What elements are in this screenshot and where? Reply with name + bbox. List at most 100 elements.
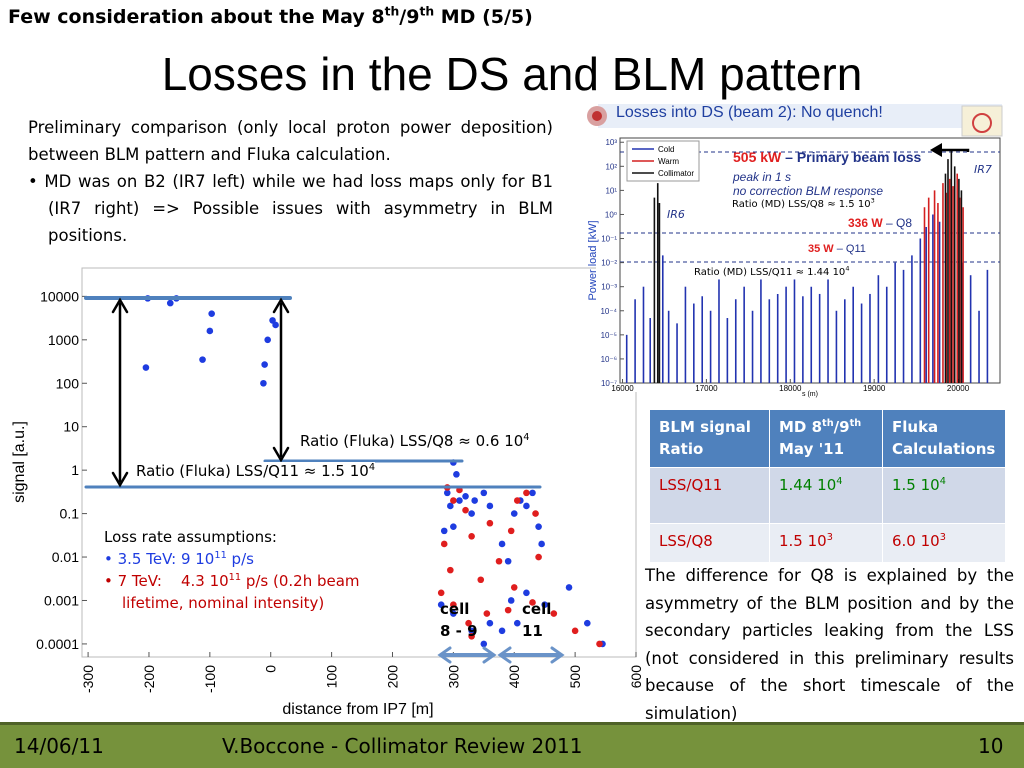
subtitle: Few consideration about the May 8th/9th … <box>8 5 533 28</box>
point <box>264 336 271 344</box>
y-tick-label: 10 <box>63 419 79 435</box>
text-part: MD (5/5) <box>434 6 533 28</box>
logo-shape <box>592 111 602 121</box>
point <box>480 640 488 648</box>
lossmap-plot: 10³ 10² 10¹ 10⁰ 10⁻¹ 10⁻² 10⁻³ 10⁻⁴ 10⁻⁵ 10⁻⁶ 10⁻⁷… <box>587 138 989 398</box>
point <box>462 506 469 514</box>
point <box>260 379 267 387</box>
annotation-text: – Q8 <box>886 216 913 230</box>
annotation: 505 kW – Primary beam loss <box>733 149 921 165</box>
text-part: p/s (0.2h beam lifetime, nominal intensi… <box>122 572 365 612</box>
superscript: th <box>849 418 862 429</box>
text-part: Ratio (Fluka) LSS/Q8 ≈ 0.6 10 <box>300 432 524 450</box>
point <box>447 502 454 510</box>
point <box>535 553 542 561</box>
annotation-value: 35 W <box>808 243 834 255</box>
text-part: /9 <box>399 6 420 28</box>
point <box>437 601 445 608</box>
table-cell: LSS/Q11 <box>650 468 770 524</box>
text-part: 1.5 10 <box>892 476 940 494</box>
y-tick-label: 1 <box>71 462 79 478</box>
point <box>437 589 445 597</box>
annotation: 336 W – Q8 <box>848 216 912 230</box>
cell-label: cell 11 <box>522 600 552 640</box>
point <box>456 497 463 504</box>
point <box>468 510 475 517</box>
point <box>523 489 530 497</box>
y-tick-label: 0.0001 <box>36 636 79 652</box>
y-tick-label: 10⁻¹ <box>601 235 617 244</box>
annotation: IR6 <box>667 208 685 221</box>
superscript: 4 <box>368 462 376 473</box>
text-part: Ratio (Fluka) LSS/Q11 ≈ 1.5 10 <box>136 462 369 480</box>
point <box>535 523 542 530</box>
y-tick-label: 0.01 <box>52 549 79 565</box>
superscript: 4 <box>836 476 843 487</box>
y-tick-label: 100 <box>56 375 80 391</box>
bullet-list: • MD was on B2 (IR7 left) while we had l… <box>28 168 553 249</box>
arrow-shaft <box>940 148 970 152</box>
lossmap-title-band <box>598 104 1002 128</box>
arrow-head <box>497 646 565 664</box>
legend-label: Collimator <box>658 169 694 178</box>
y-tick-label: 10³ <box>605 138 617 147</box>
superscript: 3 <box>939 532 946 543</box>
text-part: BLM signal Ratio <box>659 418 751 458</box>
arrow-head <box>111 297 129 488</box>
point <box>440 540 448 548</box>
superscript: 4 <box>845 264 850 273</box>
title: Losses in the DS and BLM pattern <box>161 48 863 100</box>
point <box>529 489 536 497</box>
text-part: 3.5 TeV: 9 10 <box>117 550 215 568</box>
table-cell: 1.5 103 <box>770 524 883 563</box>
point <box>462 493 469 500</box>
text-part: May '11 <box>779 440 845 458</box>
point <box>529 599 536 606</box>
y-tick-label: 0.1 <box>60 506 80 522</box>
y-tick-label: 1000 <box>48 332 79 348</box>
x-tick-label: -100 <box>202 665 218 693</box>
intro: Preliminary comparison (only local proto… <box>28 118 553 164</box>
point <box>471 497 478 504</box>
point <box>486 619 494 627</box>
point <box>468 533 475 540</box>
lossmap-title: Losses into DS (beam 2): No quench! <box>616 104 883 121</box>
point <box>510 584 518 591</box>
text-part: 6.0 10 <box>892 532 940 550</box>
footer-stripe <box>0 722 1024 725</box>
text-part: LSS/Q8 <box>659 532 713 550</box>
superscript: 3 <box>826 532 833 543</box>
arrow-head <box>930 143 942 157</box>
logo-shape <box>972 113 992 133</box>
table-cell: LSS/Q8 <box>650 524 770 563</box>
annotation-text: – Q11 <box>836 243 866 255</box>
point <box>498 540 506 548</box>
x-tick-label: 400 <box>506 665 522 689</box>
x-axis-label: distance from IP7 [m] <box>282 701 433 718</box>
point <box>453 471 460 478</box>
x-tick-label: 16000 <box>611 384 634 393</box>
point <box>468 632 475 640</box>
x-tick-label: 600 <box>628 665 644 689</box>
superscript: 11 <box>214 550 227 561</box>
superscript: 3 <box>870 196 875 205</box>
point <box>538 540 545 548</box>
x-tick-label: 100 <box>324 665 340 689</box>
point <box>450 601 457 608</box>
point <box>142 364 150 371</box>
point <box>507 527 515 535</box>
y-tick-label: 0.001 <box>44 592 79 608</box>
annotation-value: 336 W <box>848 216 883 230</box>
point <box>498 627 506 635</box>
footer-author: V.Boccone - Collimator Review 2011 <box>222 734 583 758</box>
point <box>507 597 515 604</box>
legend-label: Cold <box>658 145 674 154</box>
text-part: Ratio (MD) LSS/Q8 ≈ 1.5 10 <box>732 199 871 210</box>
text-part: Fluka Calculations <box>892 418 996 458</box>
x-tick-label: 20000 <box>947 384 970 393</box>
point <box>465 619 472 627</box>
text-part: MD 8 <box>779 418 823 436</box>
table-cell: 6.0 103 <box>883 524 1006 563</box>
bullet-text: MD was on B2 (IR7 left) while we had los… <box>44 172 553 245</box>
